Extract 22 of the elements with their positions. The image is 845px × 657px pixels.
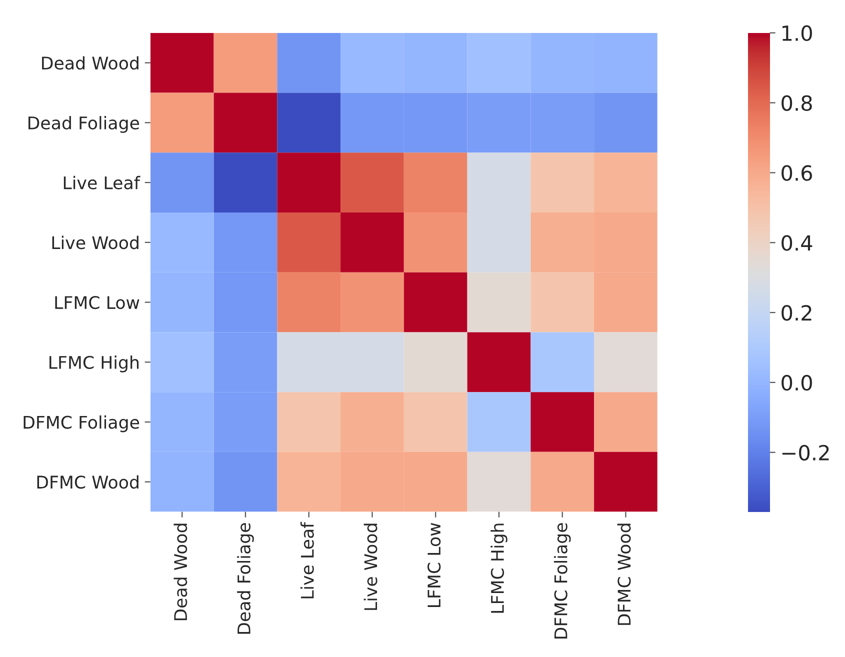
color-bar-label: 0.8 [782,95,812,111]
x-tick-label: LFMC Low [428,522,441,607]
x-tick-label: LFMC High [490,524,508,613]
color-bar-label: 1.0 [782,25,812,42]
y-tick-label: Live Wood [52,236,138,250]
x-tick-label: DFMC Foliage [554,523,571,638]
x-tick-label: Dead Foliage [237,523,254,634]
x-tick-label: Live Wood [364,524,378,610]
color-bar-label: 0.4 [782,235,812,251]
color-bar-label: 0.6 [782,165,812,181]
y-tick-label: Live Leaf [64,176,140,190]
y-tick-label: LFMC High [50,356,139,372]
color-bar-label: 0.2 [782,304,812,321]
y-tick-label: DFMC Foliage [24,415,140,432]
x-tick-label: Live Leaf [300,522,314,598]
y-tick-label: DFMC Wood [37,475,138,489]
y-tick-label: LFMC Low [55,296,140,310]
y-tick-label: Dead Foliage [28,116,140,133]
color-bar-label: −0.2 [782,444,829,461]
x-tick-label: DFMC Wood [617,524,631,625]
y-tick-label: Dead Wood [42,56,138,70]
color-bar-label: 0.0 [782,374,812,391]
